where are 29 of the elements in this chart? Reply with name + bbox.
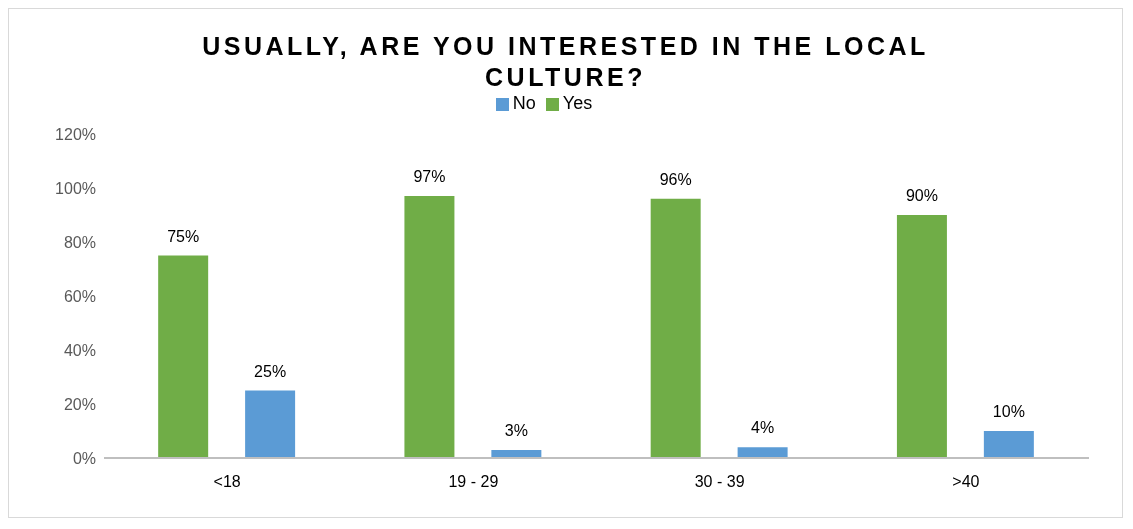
x-tick-label: >40 (952, 473, 980, 491)
bar (158, 255, 209, 458)
y-tick-label: 20% (63, 395, 96, 413)
y-tick-label: 100% (55, 179, 96, 197)
legend-label: No (512, 93, 536, 113)
chart-title: USUALLY, ARE YOU INTERESTED IN THE LOCAL CULTURE? (201, 31, 930, 93)
x-tick-label: <18 (213, 473, 241, 491)
data-label: 10% (992, 403, 1025, 420)
data-label: 90% (905, 187, 938, 204)
data-label: 4% (751, 419, 775, 437)
data-label: 25% (254, 362, 287, 380)
x-tick-label: 30 - 39 (694, 473, 745, 491)
bar (404, 196, 455, 458)
data-label: 97% (413, 168, 446, 186)
bar (650, 198, 701, 458)
y-tick-label: 40% (63, 341, 96, 359)
bar (896, 215, 947, 458)
y-tick-label: 0% (72, 449, 96, 467)
y-tick-label: 60% (63, 287, 96, 305)
y-tick-label: 80% (63, 233, 96, 251)
bar (983, 431, 1034, 458)
bar (737, 447, 788, 458)
legend-label: Yes (562, 93, 593, 113)
data-label: 75% (167, 227, 200, 245)
bar (245, 390, 296, 458)
data-label: 96% (659, 170, 692, 188)
x-tick-label: 19 - 29 (448, 473, 499, 491)
data-label: 3% (504, 421, 528, 439)
y-tick-label: 120% (55, 125, 96, 143)
